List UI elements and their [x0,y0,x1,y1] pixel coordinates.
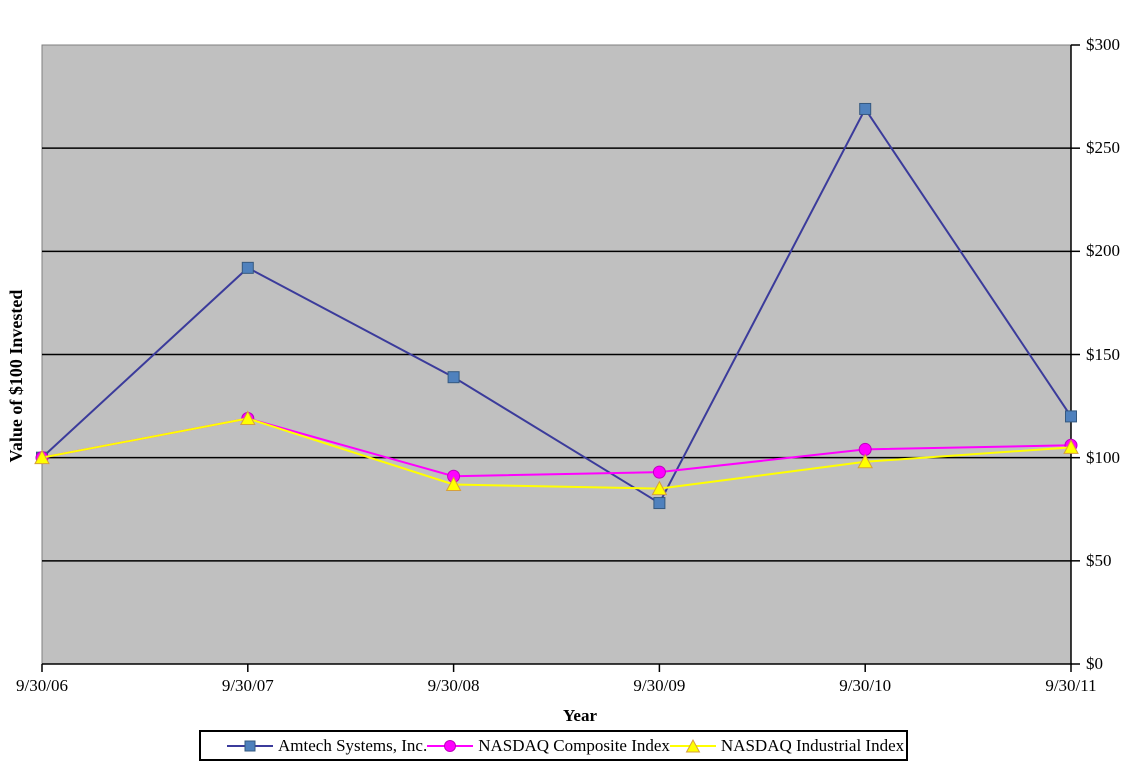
legend-marker-sample [244,740,256,751]
x-tick-label: 9/30/10 [839,676,892,695]
series-1-marker [652,465,666,479]
series-1-marker [858,442,872,456]
y-tick-label: $50 [1086,550,1112,570]
legend-item-nasdaq-composite-index: NASDAQ Composite Index [427,736,670,756]
series-2-marker [34,449,50,465]
y-axis-title: Value of $100 Invested [6,289,26,463]
x-tick-label: 9/30/06 [16,676,68,695]
y-tick-label: $0 [1086,654,1103,673]
series-0-marker [859,102,872,115]
x-axis-title: Year [563,706,597,725]
legend: Amtech Systems, Inc. NASDAQ Composite Ind… [199,730,908,761]
legend-label: Amtech Systems, Inc. [278,735,428,755]
series-2-marker [857,453,874,469]
series-2-marker [651,480,668,496]
legend-item-amtech-systems-inc: Amtech Systems, Inc. [227,736,427,756]
x-tick-label: 9/30/09 [633,676,686,695]
series-0-marker [1065,410,1077,423]
legend-label: NASDAQ Composite Index [478,735,670,755]
circle-marker-icon [427,739,474,752]
y-tick-label: $300 [1086,35,1120,54]
x-tick-label: 9/30/08 [427,676,480,695]
y-tick-label: $250 [1086,138,1120,158]
y-tick-label: $200 [1086,241,1120,261]
legend-marker-sample [685,738,701,752]
legend-item-nasdaq-industrial-index: NASDAQ Industrial Index [669,735,905,756]
triangle-marker-icon [669,738,716,752]
legend-marker-sample [444,739,457,752]
series-2 [34,410,1079,496]
x-tick-label: 9/30/07 [221,676,274,695]
y-tick-label: $100 [1086,447,1120,467]
square-marker-icon [227,740,273,751]
series-2-marker [445,476,462,491]
series-0-line [41,107,1072,505]
series-2-marker [239,410,256,425]
series-2-marker [1063,439,1079,454]
legend-label: NASDAQ Industrial Index [720,735,905,755]
series-0-marker [653,497,666,510]
x-tick-label: 9/30/11 [1045,676,1097,695]
series-0-marker [447,371,460,384]
series-0-marker [241,261,254,274]
series-2-line [41,417,1072,490]
y-tick-label: $150 [1086,344,1120,364]
